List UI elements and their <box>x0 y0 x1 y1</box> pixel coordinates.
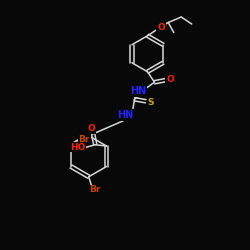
Text: Br: Br <box>89 186 101 194</box>
Text: O: O <box>88 124 96 133</box>
Text: O: O <box>157 23 165 32</box>
Text: S: S <box>148 98 154 107</box>
Text: HN: HN <box>130 86 146 96</box>
Text: Br: Br <box>78 135 90 144</box>
Text: HN: HN <box>118 110 134 120</box>
Text: O: O <box>166 75 174 84</box>
Text: HO: HO <box>70 143 86 152</box>
